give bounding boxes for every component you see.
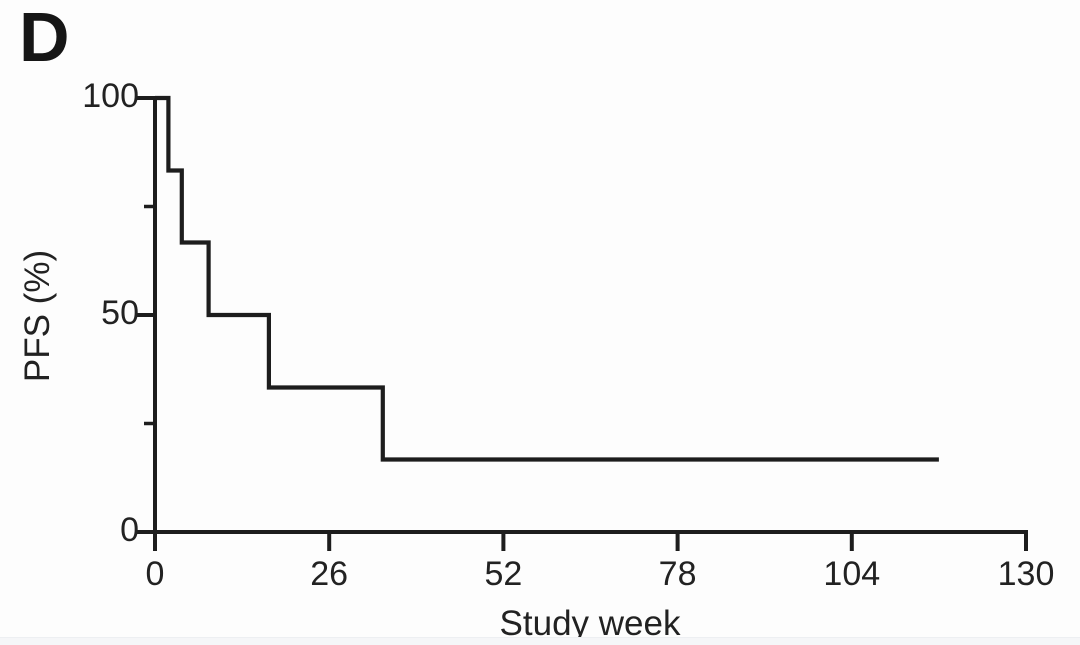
x-axis-title: Study week	[499, 604, 681, 643]
y-tick-label-50: 50	[101, 294, 139, 332]
y-tick-label-100: 100	[82, 77, 139, 115]
y-tick-label-0: 0	[120, 511, 139, 549]
x-tick-label-78: 78	[658, 555, 697, 593]
x-tick-label-130: 130	[997, 555, 1055, 593]
x-tick-label-26: 26	[310, 555, 349, 593]
panel-label: D	[19, 0, 70, 76]
bottom-strip	[0, 637, 1080, 645]
x-tick-label-52: 52	[484, 555, 523, 593]
x-tick-label-0: 0	[145, 555, 165, 593]
x-tick-label-104: 104	[823, 555, 881, 593]
pfs-step-curve	[155, 95, 939, 462]
